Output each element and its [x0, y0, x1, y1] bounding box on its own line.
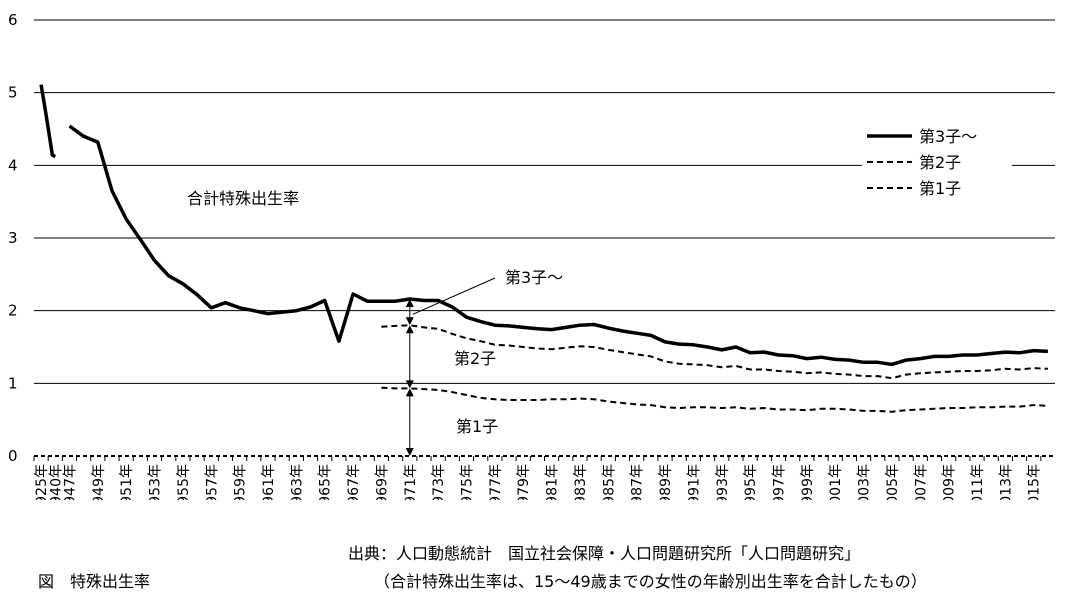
x-tick-label-1959: 1959年: [233, 464, 249, 500]
x-tick-label-1967: 1967年: [346, 464, 362, 500]
x-tick-label-1961: 1961年: [261, 464, 277, 500]
y-tick-label-6: 6: [8, 11, 18, 29]
bracket-first-head-up: [405, 388, 414, 397]
bracket-third-head-down: [405, 317, 414, 326]
legend-label-second: 第2子: [919, 153, 961, 172]
x-tick-label-2009: 2009年: [942, 464, 958, 500]
y-tick-label-1: 1: [8, 374, 18, 392]
x-tick-label-1987: 1987年: [630, 464, 646, 500]
bracket-first-head-down: [405, 448, 414, 456]
y-tick-label-5: 5: [8, 84, 18, 102]
series-lines: [39, 84, 1048, 413]
x-tick-label-1985: 1985年: [601, 464, 617, 500]
y-axis: 0 1 2 3 4 5 6: [8, 11, 18, 465]
x-tick-label-1993: 1993年: [715, 464, 731, 500]
bracket-second-head-up: [405, 325, 414, 334]
bracket-label-second: 第2子: [454, 349, 496, 368]
x-tick-label-1971: 1971年: [403, 464, 419, 500]
bracket-second-head-down: [405, 380, 414, 389]
bracket-annotations: [405, 277, 496, 456]
x-tick-label-1977: 1977年: [488, 464, 504, 500]
x-tick-label-1965: 1965年: [318, 464, 334, 500]
x-tick-label-2005: 2005年: [885, 464, 901, 500]
series-line-first-segment-0: [381, 386, 1048, 413]
y-tick-label-4: 4: [8, 156, 18, 174]
leader-line-third: [412, 277, 496, 315]
annotation-total-fertility: 合計特殊出生率: [187, 189, 299, 208]
legend-label-third: 第3子～: [919, 127, 977, 146]
x-tick-label-2015: 2015年: [1027, 464, 1043, 500]
x-tick-label-1957: 1957年: [204, 464, 220, 500]
x-tick-label-1949: 1949年: [91, 464, 107, 500]
x-tick-label-1947: 1947年: [62, 464, 78, 500]
x-tick-label-1981: 1981年: [545, 464, 561, 500]
bracket-label-first: 第1子: [456, 417, 498, 436]
series-line-third-segment-1: [68, 124, 1048, 367]
y-tick-label-2: 2: [8, 302, 18, 320]
series-line-third-segment-0: [39, 84, 57, 159]
y-tick-label-3: 3: [8, 229, 18, 247]
x-tick-label-1953: 1953年: [148, 464, 164, 500]
x-tick-label-1925: 1925年: [34, 464, 50, 500]
bracket-third-head-up: [405, 299, 414, 308]
series-line-second-segment-0: [381, 324, 1048, 380]
x-tick-label-1979: 1979年: [516, 464, 532, 500]
x-tick-label-1940: 1940年: [48, 464, 64, 500]
bracket-label-third: 第3子～: [505, 268, 563, 287]
x-tick-label-1951: 1951年: [119, 464, 135, 500]
x-tick-label-1955: 1955年: [176, 464, 192, 500]
x-tick-label-2001: 2001年: [828, 464, 844, 500]
x-tick-label-1999: 1999年: [800, 464, 816, 500]
x-tick-label-2007: 2007年: [913, 464, 929, 500]
x-tick-label-1997: 1997年: [771, 464, 787, 500]
x-tick-label-1991: 1991年: [686, 464, 702, 500]
source-citation: 出典：人口動態統計 国立社会保障・人口問題研究所「人口問題研究」: [348, 544, 861, 563]
x-tick-label-1973: 1973年: [431, 464, 447, 500]
x-tick-label-2003: 2003年: [857, 464, 873, 500]
x-tick-label-1989: 1989年: [658, 464, 674, 500]
x-tick-label-1969: 1969年: [374, 464, 390, 500]
footnote: （合計特殊出生率は、15～49歳までの女性の年齢別出生率を合計したもの）: [374, 572, 927, 591]
x-tick-label-1975: 1975年: [460, 464, 476, 500]
gridlines: [34, 19, 1055, 384]
x-tick-label-1995: 1995年: [743, 464, 759, 500]
x-tick-label-2013: 2013年: [998, 464, 1014, 500]
y-tick-label-0: 0: [8, 447, 18, 465]
x-tick-label-2011: 2011年: [970, 464, 986, 500]
x-tick-label-1983: 1983年: [573, 464, 589, 500]
legend: 第3子～ 第2子 第1子: [862, 126, 1012, 200]
x-tick-label-1963: 1963年: [289, 464, 305, 500]
figure-caption: 図 特殊出生率: [38, 572, 151, 591]
legend-label-first: 第1子: [919, 179, 961, 198]
